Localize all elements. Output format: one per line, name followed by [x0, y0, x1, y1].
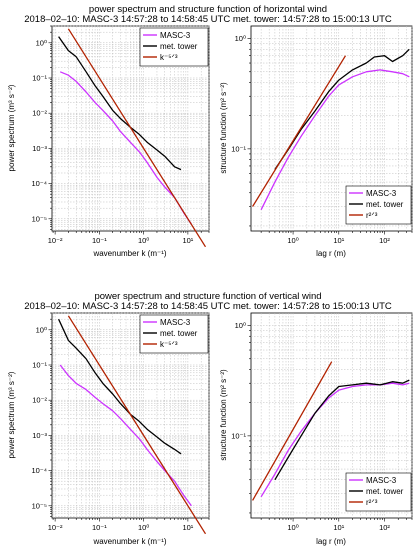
- y-tick-label: 10⁻³: [32, 431, 47, 440]
- series-line-masc: [59, 71, 192, 225]
- grid-lines: [52, 25, 210, 231]
- legend-tower-label: met. tower: [366, 200, 404, 209]
- grid-lines: [251, 313, 413, 518]
- y-axis-label: structure function (m² s⁻²): [219, 369, 228, 461]
- legend-masc-label: MASC‑3: [366, 189, 397, 198]
- x-tick-label: 10⁻¹: [92, 236, 107, 245]
- y-tick-label: 10⁻³: [32, 144, 47, 153]
- legend-tower-label: met. tower: [160, 329, 198, 338]
- panel-vertical-structure: 10⁰ 10¹ 10² 10⁻¹ 10⁰ lag r (m) structure fu…: [219, 312, 413, 546]
- y-tick-label: 10⁻⁵: [32, 501, 47, 510]
- top-subtitle: 2018‒02‒10: MASC‑3 14:57:28 to 14:58:45 …: [24, 14, 392, 25]
- x-tick-label: 10⁰: [138, 236, 149, 245]
- legend: MASC‑3 met. tower r²ᐟ³: [345, 185, 412, 225]
- legend-tower-label: met. tower: [366, 487, 404, 496]
- bottom-title: power spectrum and structure function of…: [94, 291, 321, 302]
- y-axis-label: power spectrum (m³ s⁻²): [7, 84, 16, 171]
- x-ticks: 10⁻² 10⁻¹ 10⁰ 10¹: [48, 518, 210, 532]
- series-line-masc: [260, 382, 410, 498]
- y-tick-label: 10⁰: [36, 38, 47, 47]
- top-title: power spectrum and structure function of…: [89, 4, 327, 15]
- series-line-ref: [67, 28, 207, 248]
- x-tick-label: 10⁻¹: [92, 523, 107, 532]
- legend-masc-label: MASC‑3: [160, 31, 191, 40]
- series-lines: [252, 48, 410, 211]
- legend-tower-label: met. tower: [160, 42, 198, 51]
- x-ticks: 10⁻² 10⁻¹ 10⁰ 10¹: [48, 231, 210, 245]
- y-axis-label: power spectrum (m³ s⁻²): [7, 371, 16, 458]
- series-lines: [58, 315, 207, 535]
- y-tick-label: 10⁻²: [32, 396, 47, 405]
- x-axis-label: lag r (m): [316, 537, 346, 546]
- y-tick-label: 10⁻¹: [32, 73, 47, 82]
- x-tick-label: 10⁰: [287, 236, 298, 245]
- legend-masc-label: MASC‑3: [160, 318, 191, 327]
- x-tick-label: 10⁰: [138, 523, 149, 532]
- x-ticks: 10⁰ 10¹ 10²: [260, 231, 413, 245]
- x-tick-label: 10¹: [182, 236, 193, 245]
- bottom-subtitle: 2018‒02‒10: MASC‑3 14:57:28 to 14:58:45 …: [24, 301, 392, 312]
- y-ticks: 10⁻⁵ 10⁻⁴ 10⁻³ 10⁻² 10⁻¹ 10⁰: [31, 25, 52, 230]
- y-tick-label: 10⁰: [235, 321, 246, 330]
- legend-ref-label: r²ᐟ³: [366, 498, 378, 507]
- y-axis-label: structure function (m² s⁻²): [219, 82, 228, 174]
- series-line-ref: [67, 315, 207, 535]
- legend-ref-label: k⁻⁵ᐟ³: [160, 340, 178, 349]
- y-tick-label: 10⁻⁴: [31, 179, 47, 188]
- x-tick-label: 10²: [379, 236, 390, 245]
- series-line-tower: [58, 36, 182, 171]
- x-tick-label: 10⁰: [287, 523, 298, 532]
- x-ticks: 10⁰ 10¹ 10²: [260, 518, 413, 532]
- series-lines: [252, 361, 410, 501]
- x-tick-label: 10¹: [333, 236, 344, 245]
- grid-lines: [52, 312, 210, 518]
- legend-ref-label: k⁻⁵ᐟ³: [160, 53, 178, 62]
- legend: MASC‑3 met. tower k⁻⁵ᐟ³: [139, 27, 209, 67]
- series-line-masc: [260, 69, 410, 211]
- x-axis-label: wavenumber k (m⁻¹): [92, 249, 166, 258]
- legend-ref-label: r²ᐟ³: [366, 211, 378, 220]
- x-tick-label: 10⁻²: [48, 236, 63, 245]
- x-axis-label: wavenumber k (m⁻¹): [92, 537, 166, 546]
- y-ticks: 10⁻¹ 10⁰: [231, 321, 251, 514]
- y-tick-label: 10⁻⁴: [31, 466, 47, 475]
- y-ticks: 10⁻¹ 10⁰: [231, 34, 251, 227]
- y-tick-label: 10⁻²: [32, 109, 47, 118]
- y-ticks: 10⁻⁵ 10⁻⁴ 10⁻³ 10⁻² 10⁻¹ 10⁰: [31, 312, 52, 517]
- legend-masc-label: MASC‑3: [366, 476, 397, 485]
- y-tick-label: 10⁰: [235, 34, 246, 43]
- x-tick-label: 10⁻²: [48, 523, 63, 532]
- y-tick-label: 10⁰: [36, 325, 47, 334]
- y-tick-label: 10⁻¹: [231, 144, 246, 153]
- panel-horizontal-spectrum: 10⁻² 10⁻¹ 10⁰ 10¹ 10⁻⁵ 10⁻⁴ 10⁻³ 10⁻² 10⁻¹ 10⁰ w…: [7, 25, 210, 258]
- grid-lines: [251, 26, 413, 231]
- panel-horizontal-structure: 10⁰ 10¹ 10² 10⁻¹ 10⁰ lag r (m) structure fu…: [219, 25, 413, 258]
- series-lines: [58, 28, 207, 248]
- series-line-ref: [252, 55, 347, 207]
- x-axis-label: lag r (m): [316, 249, 346, 258]
- series-line-tower: [274, 48, 410, 170]
- legend: MASC‑3 met. tower k⁻⁵ᐟ³: [139, 314, 209, 354]
- y-tick-label: 10⁻¹: [32, 360, 47, 369]
- y-tick-label: 10⁻⁵: [32, 214, 47, 223]
- x-tick-label: 10¹: [333, 523, 344, 532]
- series-line-ref: [252, 361, 333, 501]
- series-line-tower: [58, 318, 182, 455]
- y-tick-label: 10⁻¹: [231, 431, 246, 440]
- x-tick-label: 10¹: [182, 523, 193, 532]
- panel-vertical-spectrum: 10⁻² 10⁻¹ 10⁰ 10¹ 10⁻⁵ 10⁻⁴ 10⁻³ 10⁻² 10⁻¹ 10⁰ w…: [7, 312, 210, 546]
- series-line-tower: [274, 379, 410, 481]
- x-tick-label: 10²: [379, 523, 390, 532]
- legend: MASC‑3 met. tower r²ᐟ³: [345, 472, 412, 512]
